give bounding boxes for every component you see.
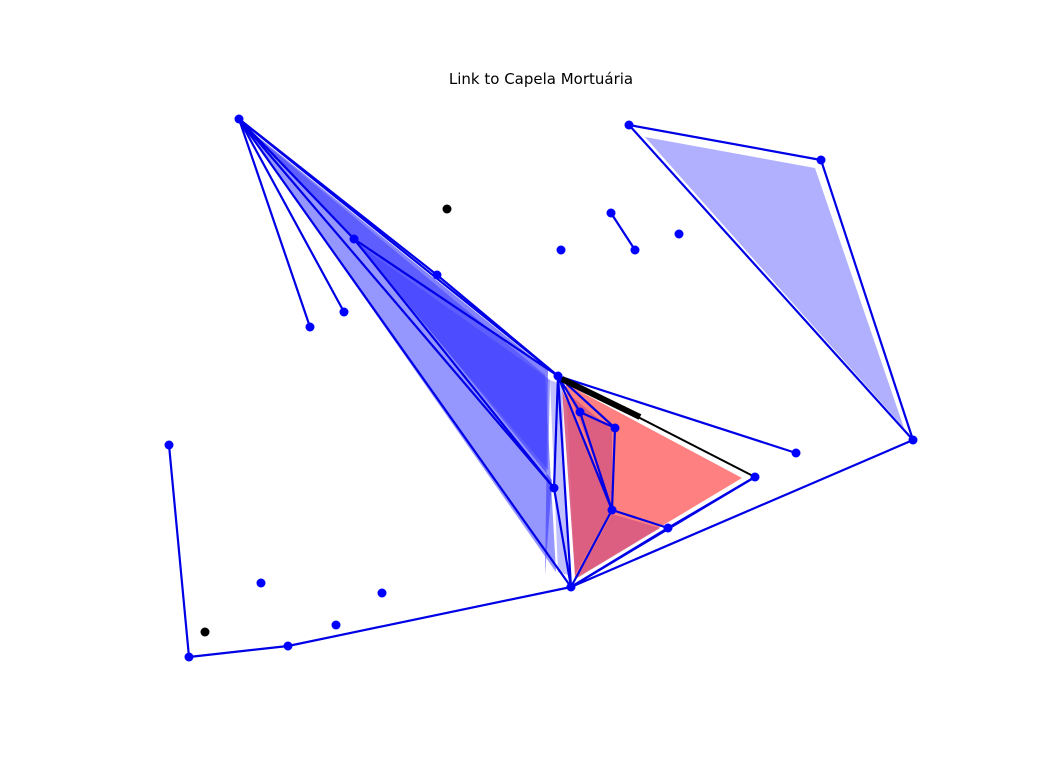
node-n03 [432, 270, 442, 280]
node-n21 [184, 652, 194, 662]
node-n04 [339, 307, 349, 317]
node-n07 [556, 245, 566, 255]
edge-n22-n13 [286, 585, 573, 648]
node-n09 [575, 407, 585, 417]
node-n11 [607, 505, 617, 515]
edge-n01-n02 [237, 117, 356, 241]
edge-n09-n11 [578, 410, 614, 512]
node-n23 [606, 208, 616, 218]
node-n14 [750, 472, 760, 482]
fill-light-strip [550, 380, 568, 575]
edge-n09-n10 [578, 410, 617, 430]
edge-n18-n16 [819, 158, 915, 442]
diagram-title: Link to Capela Mortuária [449, 70, 633, 88]
node-p_b [256, 578, 266, 588]
edge-n02-n08 [352, 237, 560, 378]
polygon-fills [245, 127, 904, 578]
edge-n11-n15 [610, 508, 670, 530]
fill-blue-dark [355, 242, 550, 470]
edge-n20-n21 [167, 443, 191, 659]
node-n12 [549, 483, 559, 493]
edge-n01-n12 [237, 117, 556, 490]
node-n02 [349, 234, 359, 244]
node-n15 [663, 523, 673, 533]
node-n26 [442, 204, 452, 214]
node-p_c [377, 588, 387, 598]
edge-n02-n12 [352, 237, 556, 490]
highlight-edges-layer [557, 375, 756, 478]
edge-n17-n18 [627, 123, 823, 162]
highlight-edge-thick [560, 376, 642, 420]
node-n17 [624, 120, 634, 130]
node-n19 [791, 448, 801, 458]
edge-n10-n11 [610, 426, 617, 512]
node-p_a [674, 229, 684, 239]
node-n22 [283, 641, 293, 651]
node-p_d [331, 620, 341, 630]
node-n20 [164, 440, 174, 450]
edge-n12-n13 [552, 486, 573, 589]
edge-n08-n12 [552, 374, 560, 490]
edge-n21-n22 [187, 644, 290, 659]
edge-n01-n13 [237, 117, 573, 589]
edge-n03-n08 [435, 273, 560, 378]
edge-n23-n24 [609, 211, 637, 252]
edge-n08-n19 [556, 374, 798, 455]
edge-n13-n16 [569, 438, 915, 589]
fill-overlap-left [562, 390, 612, 575]
edge-n13-n14 [569, 475, 757, 589]
nodes-layer [164, 114, 918, 662]
edge-n01-n08 [237, 117, 560, 378]
edge-n11-n13 [569, 508, 614, 589]
node-n01 [234, 114, 244, 124]
node-n08 [553, 371, 563, 381]
fill-overlap-bottom [577, 514, 660, 578]
node-n13 [566, 582, 576, 592]
fill-light-triangle-right [645, 137, 904, 428]
node-n16 [908, 435, 918, 445]
edge-n01-n05 [237, 117, 312, 329]
edge-n08-n11 [556, 374, 614, 512]
node-n18 [816, 155, 826, 165]
edge-n16-n17 [627, 123, 915, 442]
node-n24 [630, 245, 640, 255]
node-n10 [610, 423, 620, 433]
edge-n08-n13 [556, 374, 573, 589]
node-n05 [305, 322, 315, 332]
node-n27 [200, 627, 210, 637]
edge-n01-n04 [237, 117, 346, 314]
edges-layer [167, 117, 915, 659]
